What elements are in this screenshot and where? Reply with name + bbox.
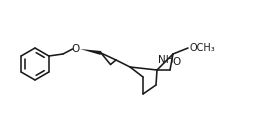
Text: OCH₃: OCH₃: [190, 43, 216, 53]
Text: NH: NH: [158, 55, 173, 65]
Text: O: O: [172, 57, 180, 67]
Polygon shape: [80, 49, 101, 55]
Text: O: O: [72, 44, 80, 54]
